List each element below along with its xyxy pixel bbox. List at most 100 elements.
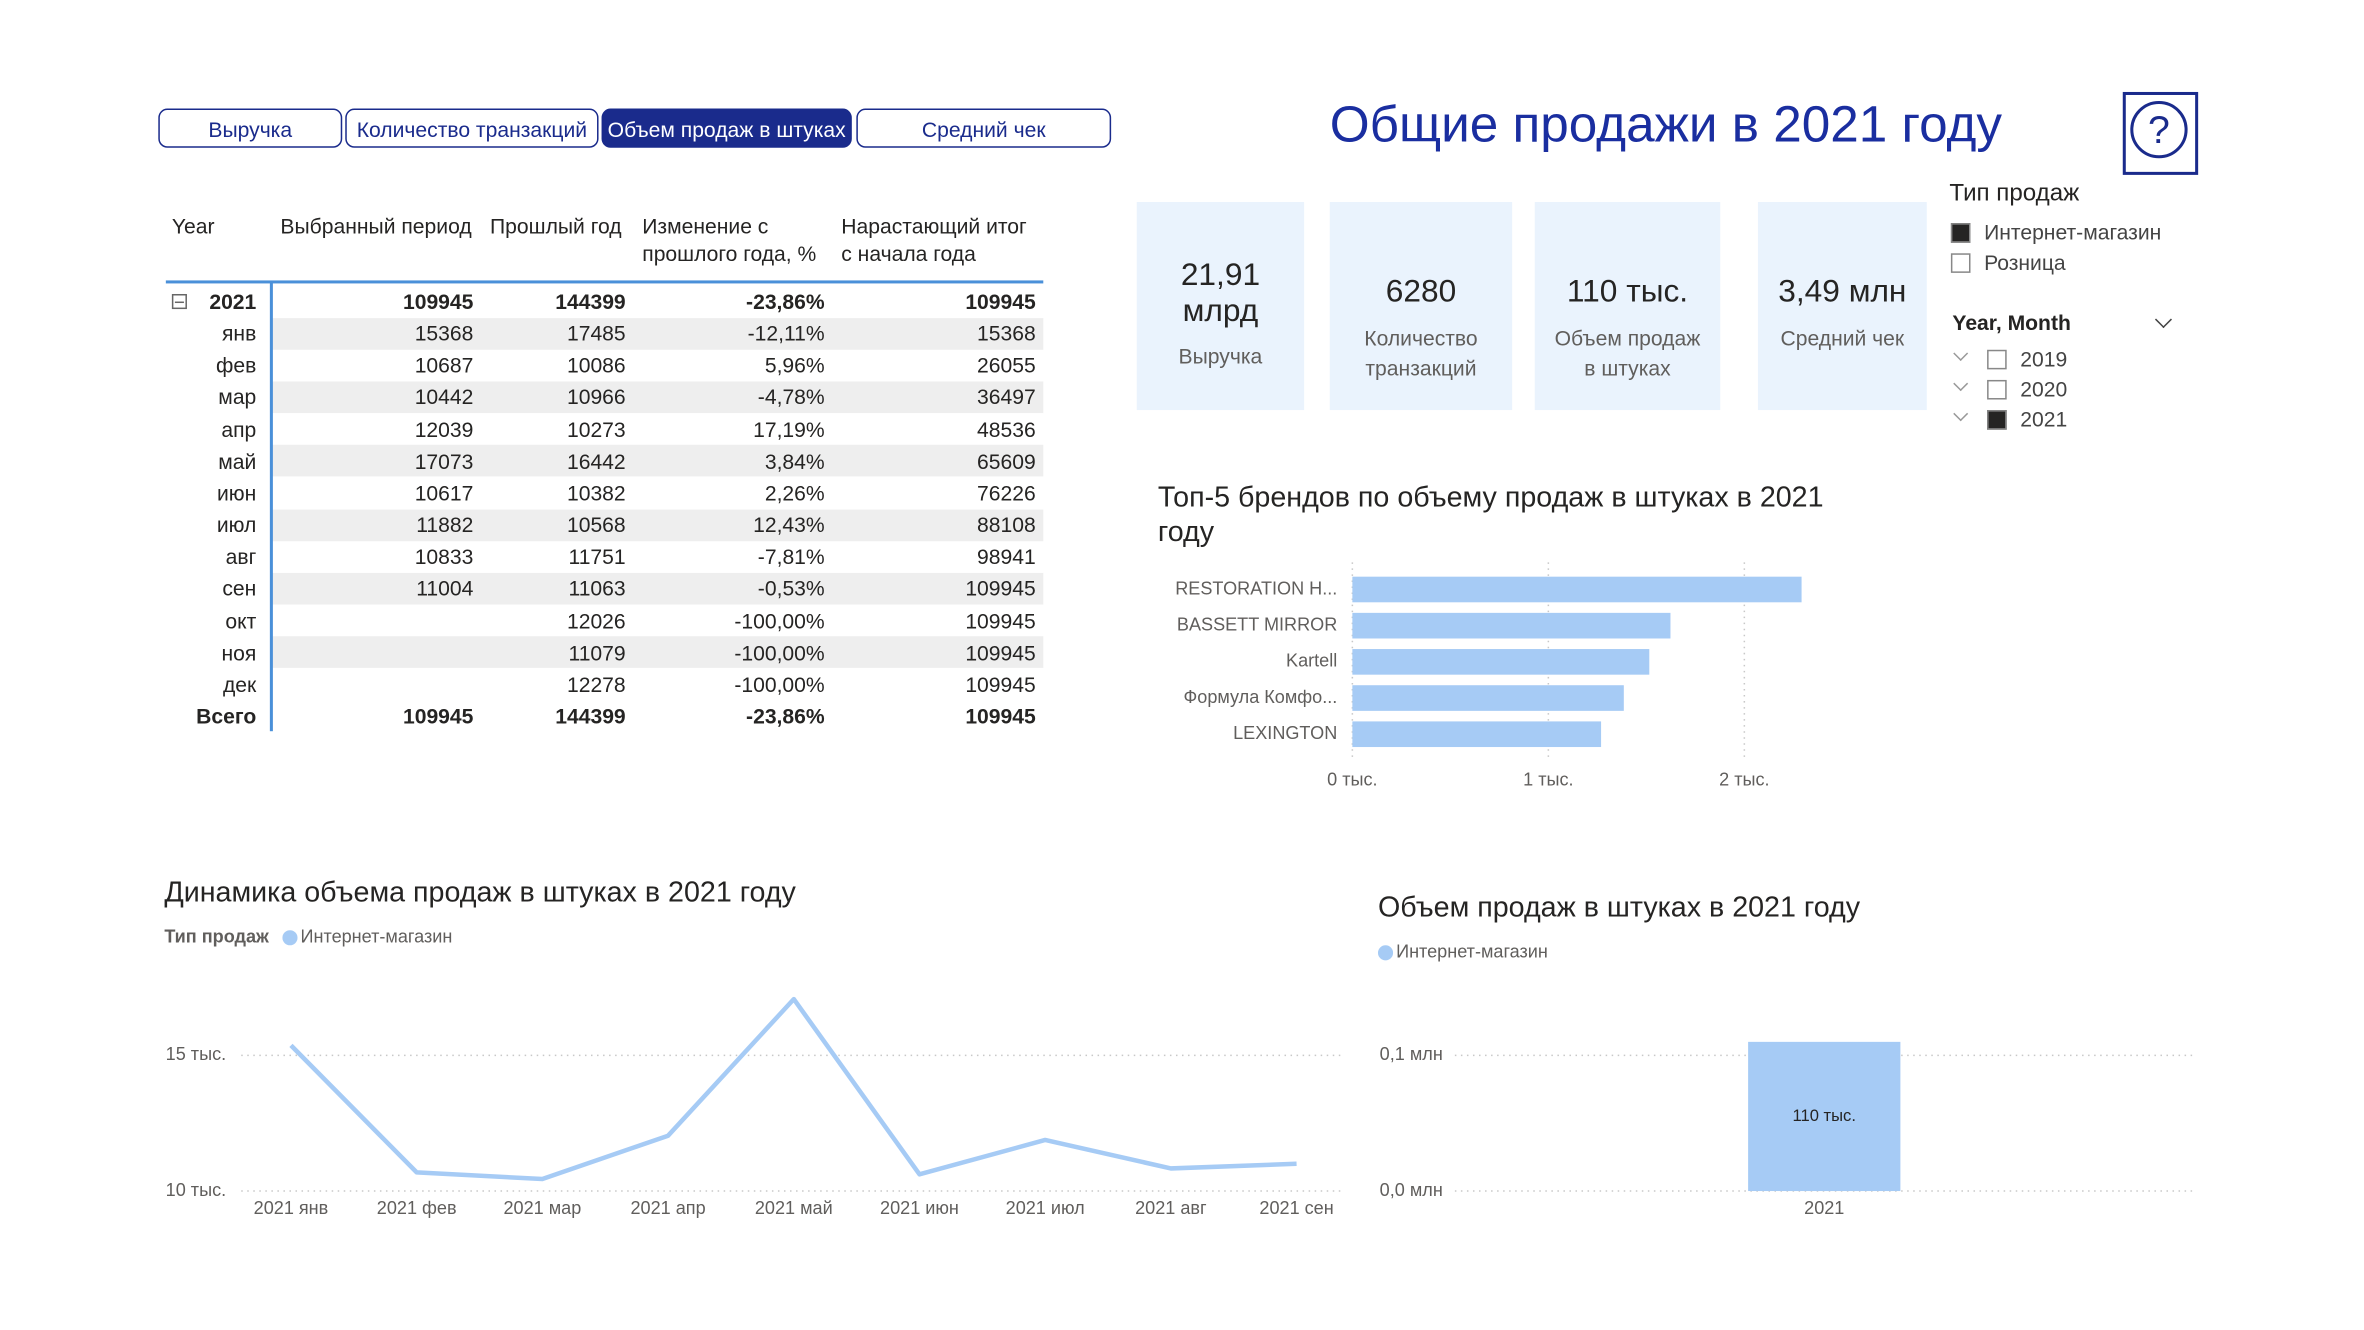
table-cell: 109945 xyxy=(965,703,1036,729)
x-tick-label: 1 тыс. xyxy=(1523,770,1573,790)
slicer-item[interactable]: 2019 xyxy=(2020,346,2068,371)
table-cell: авг xyxy=(225,544,257,569)
y-tick-label: Kartell xyxy=(1286,651,1337,671)
column-header: Выбранный период xyxy=(280,214,472,239)
tab[interactable]: Средний чек xyxy=(856,108,1112,148)
table-cell: дек xyxy=(222,672,257,697)
x-tick-label: 2021 янв xyxy=(254,1198,329,1218)
table-cell: 11004 xyxy=(416,576,474,601)
y-tick-label: 0,1 млн xyxy=(1380,1044,1443,1064)
table-cell: Всего xyxy=(196,703,257,729)
table-cell: 109945 xyxy=(402,703,474,729)
y-tick-label: 0,0 млн xyxy=(1380,1180,1443,1200)
table-cell: -4,78% xyxy=(757,385,825,410)
checkbox[interactable] xyxy=(1987,379,2007,400)
table-cell: 109945 xyxy=(965,608,1036,633)
table-cell: 10442 xyxy=(414,385,474,410)
column-header: Прошлый год xyxy=(489,214,622,239)
table-cell: -7,81% xyxy=(757,544,825,569)
bar xyxy=(1352,649,1650,675)
help-button[interactable] xyxy=(2122,91,2199,175)
help-icon: ? xyxy=(2130,101,2188,159)
table-cell: -100,00% xyxy=(734,672,825,697)
table-cell: июл xyxy=(216,512,257,537)
table-cell: 98941 xyxy=(977,544,1036,569)
table-cell: янв xyxy=(222,321,257,346)
table-cell: 65609 xyxy=(977,448,1036,474)
slicer-title: Year, Month xyxy=(1952,310,2071,335)
table-cell: фев xyxy=(215,353,257,378)
table-cell: 2021 xyxy=(209,289,257,314)
legend-label: Интернет-магазин xyxy=(301,927,453,947)
table-cell: 26055 xyxy=(977,353,1036,378)
kpi-value: 6280 xyxy=(1385,274,1457,310)
table-cell: 12039 xyxy=(414,417,474,442)
table-cell: -23,86% xyxy=(746,703,825,729)
x-tick-label: 2 тыс. xyxy=(1719,770,1769,790)
table-cell: 109945 xyxy=(965,576,1036,601)
x-tick-label: 2021 xyxy=(1804,1198,1844,1218)
column-header: Нарастающий итог с начала года xyxy=(841,214,1027,266)
checkbox[interactable] xyxy=(1950,253,1971,273)
table-cell: мар xyxy=(218,385,257,410)
legend-marker xyxy=(1377,945,1394,961)
table-cell: ноя xyxy=(221,640,257,665)
slicer-item[interactable]: 2021 xyxy=(2020,407,2068,432)
x-tick-label: 2021 июл xyxy=(1006,1198,1085,1218)
row-background xyxy=(271,508,1044,541)
row-background xyxy=(271,636,1044,669)
kpi-card xyxy=(1136,202,1305,411)
x-tick-label: 2021 авг xyxy=(1135,1198,1207,1218)
bar xyxy=(1352,721,1602,748)
tab[interactable]: Количество транзакций xyxy=(345,108,599,148)
table-cell: 10687 xyxy=(414,353,474,378)
table-cell: 2,26% xyxy=(764,480,825,505)
kpi-value: 21,91 млрд xyxy=(1180,257,1261,329)
table-cell: 76226 xyxy=(977,480,1036,505)
bar xyxy=(1352,576,1802,603)
legend-label: Интернет-магазин xyxy=(1396,942,1548,962)
kpi-label: Выручка xyxy=(1178,343,1263,368)
tab[interactable]: Объем продаж в штуках xyxy=(601,108,852,148)
kpi-value: 110 тыс. xyxy=(1566,274,1689,310)
table-cell: -12,11% xyxy=(747,321,825,346)
table-cell: 88108 xyxy=(977,512,1036,537)
y-tick-label: RESTORATION H... xyxy=(1175,578,1337,598)
table-cell: 10833 xyxy=(414,544,474,569)
bar xyxy=(1748,1041,1901,1192)
checkbox[interactable] xyxy=(1987,410,2007,430)
row-background xyxy=(271,572,1044,605)
table-cell: 109945 xyxy=(965,672,1036,697)
slicer-item[interactable]: 2020 xyxy=(2020,376,2068,402)
x-tick-label: 2021 апр xyxy=(631,1198,706,1218)
table-cell: -100,00% xyxy=(734,640,825,665)
checkbox[interactable] xyxy=(1987,349,2007,370)
kpi-label: Средний чек xyxy=(1780,325,1905,350)
y-tick-label: Формула Комфо... xyxy=(1184,687,1338,707)
table-cell: 5,96% xyxy=(764,353,825,378)
table-cell: 15368 xyxy=(414,321,474,346)
kpi-value: 3,49 млн xyxy=(1778,274,1907,310)
slicer-item[interactable]: Розница xyxy=(1984,250,2066,275)
table-cell: 109945 xyxy=(965,640,1036,665)
slicer-item[interactable]: Интернет-магазин xyxy=(1984,220,2162,245)
legend-marker xyxy=(282,930,298,946)
checkbox[interactable] xyxy=(1950,223,1971,243)
table-cell: 10382 xyxy=(566,480,626,505)
chart-title: Динамика объема продаж в штуках в 2021 г… xyxy=(164,877,796,910)
table-cell: 17485 xyxy=(566,321,626,346)
table-cell: 109945 xyxy=(402,289,474,314)
tab[interactable]: Выручка xyxy=(158,108,343,148)
expand-icon[interactable] xyxy=(171,293,187,310)
table-cell: 12026 xyxy=(566,608,626,633)
slicer-title: Тип продаж xyxy=(1949,180,2080,207)
table-cell: 10086 xyxy=(566,353,626,378)
kpi-card xyxy=(1534,202,1721,411)
table-cell: 144399 xyxy=(555,703,626,729)
page-title: Общие продажи в 2021 году xyxy=(1329,96,2003,154)
row-background xyxy=(271,317,1044,350)
table-cell: 109945 xyxy=(965,289,1036,314)
table-cell: 10966 xyxy=(566,385,626,410)
header-rule xyxy=(165,280,1044,283)
